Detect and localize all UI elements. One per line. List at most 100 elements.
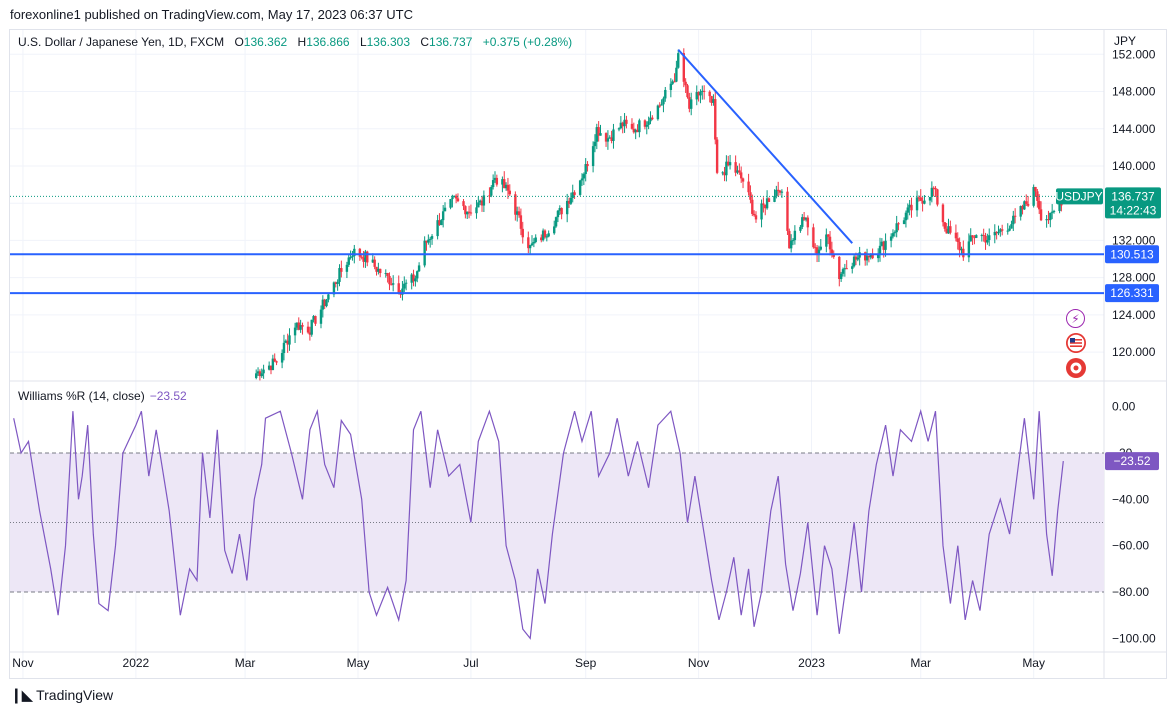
- candle-body: [1049, 212, 1052, 221]
- price-tick-label: 132.000: [1112, 233, 1156, 247]
- candle-body: [553, 226, 556, 234]
- candle-body: [999, 229, 1002, 232]
- candle-body: [871, 254, 874, 259]
- candle-body: [260, 373, 263, 377]
- candle-body: [880, 241, 884, 246]
- candle-body: [865, 255, 869, 261]
- candle-body: [947, 226, 950, 234]
- candle-body: [547, 233, 550, 237]
- high-value: 136.866: [306, 35, 350, 49]
- candle-body: [1047, 219, 1050, 221]
- candle-body: [825, 234, 828, 247]
- candle-body: [934, 188, 937, 190]
- down-trendline[interactable]: [677, 48, 853, 244]
- level-tag: [1105, 245, 1159, 264]
- candle-body: [1023, 201, 1026, 210]
- candle-body: [997, 231, 1000, 234]
- candle-body: [560, 208, 563, 215]
- candle-body: [725, 161, 728, 176]
- candle-body: [815, 247, 819, 254]
- candle-body: [625, 119, 628, 124]
- candle-body: [528, 245, 532, 249]
- candle-body: [491, 180, 495, 188]
- candle-body: [621, 122, 624, 127]
- candle-body: [643, 120, 647, 127]
- candle-body: [390, 284, 393, 286]
- tradingview-brand: TradingView: [36, 687, 114, 703]
- williams-r-line[interactable]: [13, 408, 1064, 640]
- candle-body: [817, 249, 821, 254]
- candle-body: [1058, 202, 1061, 212]
- candle-body: [930, 187, 934, 198]
- lightning-icon[interactable]: ⚡: [1066, 309, 1085, 328]
- wr-tick-label: −40.00: [1112, 492, 1149, 506]
- candle-body: [319, 309, 323, 324]
- candle-body: [775, 189, 778, 196]
- candle-body: [1010, 224, 1013, 229]
- candle-body: [791, 240, 795, 242]
- candle-body: [534, 237, 537, 243]
- candle-body: [1038, 200, 1041, 210]
- candle-body: [610, 137, 613, 141]
- candle-body: [767, 198, 771, 202]
- candle-body: [1013, 215, 1017, 217]
- time-axis-label: Jul: [463, 656, 478, 670]
- candle-body: [379, 268, 382, 274]
- candle-body: [430, 236, 434, 239]
- low-value: 136.303: [366, 35, 411, 49]
- candle-body: [632, 128, 636, 133]
- candle-body: [423, 240, 426, 266]
- candle-body: [956, 238, 959, 242]
- candle-body: [945, 228, 948, 234]
- symbol-tag-label: USDJPY: [1055, 189, 1102, 203]
- candle-body: [690, 99, 693, 109]
- price-tick-label: 152.000: [1112, 47, 1156, 61]
- candle-body: [353, 248, 356, 257]
- candle-body: [1026, 203, 1030, 206]
- candle-body: [449, 199, 452, 208]
- candle-body: [327, 294, 330, 300]
- candle-body: [895, 223, 898, 233]
- candle-body: [749, 192, 752, 200]
- us-flag-icon[interactable]: [1066, 333, 1086, 353]
- candle-body: [482, 195, 486, 206]
- candle-body: [975, 235, 978, 238]
- candle-body: [764, 204, 767, 209]
- candle-body: [504, 184, 508, 189]
- record-icon[interactable]: [1066, 358, 1086, 378]
- candle-body: [267, 365, 271, 370]
- high-label: H: [297, 35, 307, 49]
- candle-body: [688, 97, 691, 109]
- candle-body: [284, 340, 288, 343]
- candle-body: [897, 223, 900, 225]
- price-tag-value: 136.737: [1111, 189, 1155, 203]
- candle-body: [754, 215, 758, 220]
- candle-body: [971, 235, 974, 238]
- candle-body: [954, 232, 958, 239]
- candle-body: [490, 187, 493, 196]
- candle-body: [751, 199, 754, 214]
- candle-body: [960, 248, 963, 251]
- time-axis-label: Mar: [235, 656, 256, 670]
- time-axis-label: May: [347, 656, 370, 670]
- candle-body: [556, 210, 560, 218]
- candle-body: [852, 256, 856, 267]
- candle-body: [669, 83, 673, 90]
- candle-body: [586, 164, 589, 167]
- candle-body: [312, 316, 315, 320]
- candle-body: [519, 215, 523, 229]
- candle-body: [543, 230, 547, 238]
- candle-body: [658, 105, 661, 107]
- candle-body: [619, 122, 623, 129]
- candle-body: [454, 195, 458, 199]
- price-tick-label: 148.000: [1112, 85, 1156, 99]
- candle-body: [1008, 228, 1011, 231]
- candle-body: [715, 139, 719, 173]
- candle-body: [736, 170, 739, 173]
- candle-body: [416, 271, 419, 279]
- candle-body: [345, 264, 349, 272]
- candle-body: [1034, 186, 1037, 192]
- candle-body: [349, 257, 352, 259]
- candle-body: [427, 239, 430, 243]
